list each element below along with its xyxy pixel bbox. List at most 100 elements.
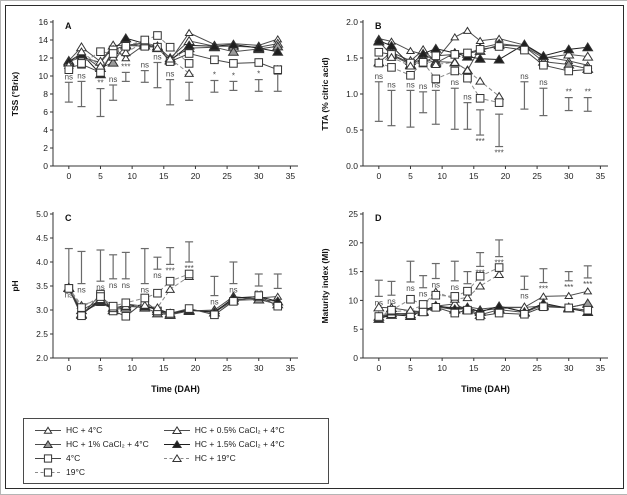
y-tick-label: 3.5 bbox=[36, 281, 48, 291]
legend-item-hc-1-cacl-4-c: HC + 1% CaCl₂ + 4°C bbox=[34, 437, 149, 451]
triangle-open-marker-icon bbox=[449, 57, 460, 66]
triangle-filled-marker-icon bbox=[385, 40, 398, 50]
chart-panel-a-tss: 0 2 4 6 8 10 12 14 16 0 5 10 15 20 25 30 35 TSS (°Brix) An… bbox=[10, 17, 298, 181]
triangle-filled-marker-icon bbox=[208, 41, 221, 51]
triangle-open-marker-icon bbox=[405, 305, 416, 314]
y-axis-ticks: 0.0 0.5 1.0 1.5 2.0 bbox=[346, 17, 363, 171]
square-marker-icon bbox=[494, 42, 504, 51]
legend-item-hc-0-5-cacl-4-c: HC + 0.5% CaCl₂ + 4°C bbox=[163, 423, 285, 437]
x-tick-label: 35 bbox=[286, 363, 296, 373]
significance-label: ns bbox=[406, 80, 414, 89]
significance-label: * bbox=[213, 71, 216, 80]
legend-item-hc-1-5-cacl-4-c: HC + 1.5% CaCl₂ + 4°C bbox=[163, 437, 285, 451]
square-marker-icon bbox=[165, 276, 175, 286]
square-marker-icon bbox=[583, 65, 593, 74]
square-marker-icon bbox=[463, 73, 472, 83]
legend-item-hc-4-c: HC + 4°C bbox=[34, 423, 149, 437]
square-marker-icon bbox=[463, 286, 472, 296]
series-hc-19-c bbox=[373, 52, 505, 100]
y-tick-label: 2.5 bbox=[36, 329, 48, 339]
y-tick-label: 0.5 bbox=[346, 125, 358, 135]
y-tick-label: 4 bbox=[43, 125, 48, 135]
triangle-open-marker-icon bbox=[475, 281, 486, 290]
triangle-filled-marker-icon bbox=[430, 43, 442, 53]
x-tick-label: 25 bbox=[532, 171, 542, 181]
square-marker-icon bbox=[140, 35, 150, 45]
square-marker-icon bbox=[184, 59, 194, 68]
significance-label: ns bbox=[153, 53, 161, 62]
square-marker-icon bbox=[406, 294, 415, 304]
panel-letter: B bbox=[375, 21, 382, 31]
square-marker-icon bbox=[431, 290, 441, 300]
square-marker-icon bbox=[184, 304, 194, 313]
triangle-open-marker-icon bbox=[582, 51, 594, 61]
square-marker-icon bbox=[406, 70, 415, 80]
triangle-open-marker-icon bbox=[475, 76, 486, 85]
series-19-c bbox=[374, 58, 504, 107]
legend-item-label: HC + 4°C bbox=[66, 425, 103, 435]
triangle-filled-marker-icon bbox=[582, 42, 594, 52]
triangle-filled-marker-icon bbox=[272, 46, 284, 56]
square-marker-icon bbox=[374, 312, 384, 321]
x-tick-label: 5 bbox=[98, 363, 103, 373]
square-marker-icon bbox=[450, 308, 460, 318]
square-marker-icon bbox=[43, 454, 53, 463]
triangle-open-marker-icon bbox=[152, 303, 163, 312]
significance-label: ns bbox=[96, 283, 104, 292]
legend-line-sample bbox=[163, 439, 190, 449]
series-19-c bbox=[64, 31, 194, 75]
y-tick-label: 0 bbox=[43, 161, 48, 171]
square-marker-icon bbox=[210, 55, 219, 65]
triangle-open-marker-icon bbox=[462, 65, 473, 74]
triangle-open-marker-icon bbox=[152, 43, 163, 52]
square-marker-icon bbox=[475, 311, 485, 321]
y-tick-label: 10 bbox=[39, 71, 49, 81]
y-axis-label: TTA (% citric acid) bbox=[320, 57, 330, 130]
chart-panel-d-maturity-index: 0 5 10 15 20 25 0 5 10 15 20 25 30 35 Maturity index (… bbox=[320, 209, 608, 394]
x-tick-label: 10 bbox=[127, 171, 137, 181]
x-tick-label: 0 bbox=[376, 363, 381, 373]
y-tick-label: 1.5 bbox=[346, 53, 358, 63]
significance-label: ns bbox=[77, 286, 85, 295]
square-marker-icon bbox=[387, 63, 396, 72]
square-marker-icon bbox=[418, 307, 428, 317]
square-marker-icon bbox=[96, 68, 105, 77]
triangle-filled-marker-icon bbox=[474, 53, 486, 63]
y-tick-label: 5 bbox=[353, 324, 358, 334]
series-4-c bbox=[374, 302, 593, 322]
x-tick-label: 15 bbox=[469, 171, 479, 181]
x-tick-label: 35 bbox=[596, 171, 606, 181]
square-marker-icon bbox=[494, 308, 504, 318]
significance-label: ns bbox=[166, 70, 174, 79]
square-marker-icon bbox=[418, 300, 428, 309]
x-axis-label: Time (DAH) bbox=[461, 384, 510, 394]
x-tick-label: 30 bbox=[254, 171, 264, 181]
triangle-open-marker-icon bbox=[405, 61, 416, 70]
panel-letter: A bbox=[65, 21, 72, 31]
significance-label: ns bbox=[141, 286, 149, 295]
triangle-open-marker-icon bbox=[563, 49, 575, 59]
significance-label: *** bbox=[184, 264, 193, 273]
square-marker-icon bbox=[583, 305, 593, 315]
square-marker-icon bbox=[520, 309, 529, 319]
x-tick-label: 25 bbox=[222, 171, 232, 181]
square-marker-icon bbox=[108, 49, 118, 58]
y-tick-label: 2.0 bbox=[36, 353, 48, 363]
y-axis-label: pH bbox=[10, 280, 20, 291]
square-marker-icon bbox=[475, 45, 485, 54]
triangle-filled-marker-icon bbox=[120, 33, 132, 43]
significance-label: ns bbox=[419, 82, 427, 91]
x-tick-label: 15 bbox=[159, 171, 169, 181]
y-tick-label: 0 bbox=[353, 353, 358, 363]
x-tick-label: 10 bbox=[437, 363, 447, 373]
square-marker-icon bbox=[431, 74, 441, 84]
square-marker-icon bbox=[254, 291, 264, 300]
triangle-filled-marker-icon bbox=[493, 301, 505, 311]
triangle-open-marker-icon bbox=[494, 269, 505, 279]
y-axis-ticks: 0 2 4 6 8 10 12 14 16 bbox=[39, 17, 53, 171]
square-marker-icon bbox=[165, 309, 175, 318]
axes bbox=[362, 212, 608, 359]
y-tick-label: 16 bbox=[39, 17, 49, 27]
